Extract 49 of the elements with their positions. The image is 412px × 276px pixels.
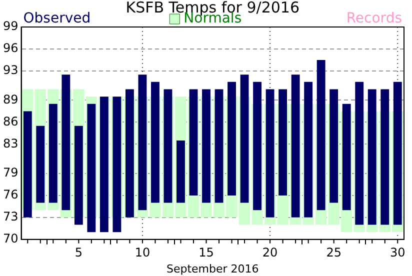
bar bbox=[202, 89, 210, 203]
bar bbox=[62, 74, 70, 210]
x-tick-label: 15 bbox=[198, 246, 214, 260]
bar bbox=[151, 82, 160, 203]
bar bbox=[253, 82, 262, 210]
text: Observed bbox=[23, 10, 91, 27]
bar bbox=[291, 74, 300, 218]
bar bbox=[176, 140, 185, 203]
y-tick-label: 79 bbox=[2, 166, 18, 180]
bar bbox=[330, 89, 338, 203]
y-tick-label: 86 bbox=[2, 114, 18, 128]
bar bbox=[278, 89, 288, 196]
bar bbox=[393, 82, 402, 225]
y-tick-label: 89 bbox=[2, 92, 18, 106]
bar bbox=[380, 89, 390, 225]
bar bbox=[126, 89, 134, 218]
bar bbox=[23, 111, 32, 218]
y-tick-label: 96 bbox=[2, 41, 18, 56]
x-tick-label: 30 bbox=[390, 246, 406, 260]
bar bbox=[189, 89, 198, 196]
bar bbox=[266, 89, 274, 218]
y-tick-label: 76 bbox=[2, 188, 18, 202]
bar bbox=[368, 89, 376, 225]
y-tick-label: 70 bbox=[2, 232, 18, 246]
bar bbox=[304, 82, 313, 218]
y-tick-label: 99 bbox=[2, 19, 18, 34]
bar bbox=[74, 126, 83, 225]
bar bbox=[112, 96, 122, 232]
bar bbox=[228, 82, 236, 196]
x-axis-title: September 2016 bbox=[166, 262, 259, 276]
y-tick-label: 83 bbox=[2, 136, 18, 150]
bar bbox=[342, 104, 351, 210]
bar bbox=[36, 126, 45, 203]
bar bbox=[164, 89, 172, 203]
bar bbox=[138, 74, 147, 210]
bar bbox=[240, 74, 249, 203]
x-tick-label: 10 bbox=[134, 246, 150, 260]
y-tick-label: 93 bbox=[2, 63, 18, 78]
x-tick-label: 20 bbox=[262, 246, 278, 260]
bar bbox=[316, 60, 326, 210]
bar bbox=[214, 89, 224, 203]
x-tick-label: 5 bbox=[74, 246, 82, 260]
bar bbox=[48, 104, 58, 203]
x-tick-label: 25 bbox=[326, 246, 342, 260]
y-tick-label: 73 bbox=[2, 210, 18, 224]
bar bbox=[87, 104, 96, 232]
legend-label: Records bbox=[346, 10, 402, 27]
bar bbox=[355, 82, 364, 225]
bar bbox=[100, 96, 108, 232]
